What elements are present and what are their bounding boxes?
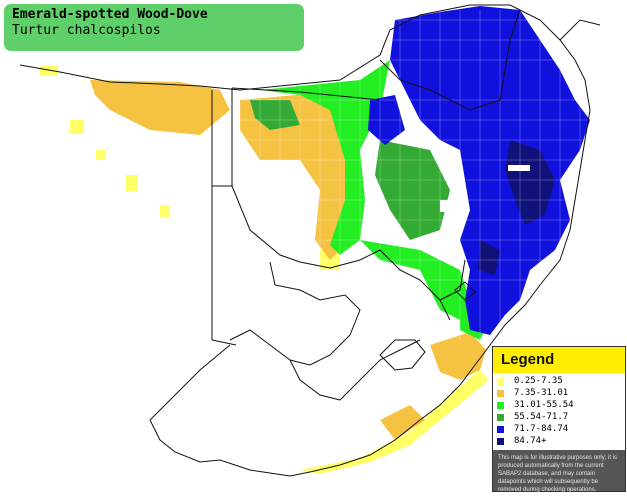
species-scientific-name: Turtur chalcospilos: [12, 23, 161, 38]
legend: Legend 0.25-7.35 7.35-31.01 31.01-55.54 …: [492, 346, 626, 493]
legend-label: 84.74+: [514, 436, 547, 446]
legend-heading: Legend: [493, 347, 625, 373]
legend-items: 0.25-7.35 7.35-31.01 31.01-55.54 55.54-7…: [493, 373, 625, 450]
lesotho-border: [379, 339, 426, 371]
swaziland-border: [454, 281, 476, 301]
range-gaps: [440, 165, 530, 212]
zone-top: [478, 140, 555, 275]
legend-swatch: [497, 390, 504, 397]
legend-label: 0.25-7.35: [514, 376, 563, 386]
country-borders: [19, 4, 601, 477]
legend-swatch: [497, 402, 504, 409]
zone-mid-high: [250, 100, 450, 240]
sa-provinces: [229, 249, 466, 401]
legend-swatch: [497, 438, 504, 445]
legend-item: 7.35-31.01: [497, 388, 625, 399]
zone-mid-low: [90, 80, 486, 440]
sa-west: [149, 344, 291, 477]
legend-disclaimer: This map is for illustrative purposes on…: [498, 455, 618, 493]
grid-lines: [239, 10, 590, 340]
legend-label: 55.54-71.7: [514, 412, 569, 422]
legend-label: 71.7-84.74: [514, 424, 569, 434]
legend-item: 55.54-71.7: [497, 412, 625, 423]
range-zones: [40, 6, 590, 474]
north-borders: [231, 9, 601, 111]
legend-item: 84.74+: [497, 436, 625, 447]
legend-swatch: [497, 378, 504, 385]
legend-item: 71.7-84.74: [497, 424, 625, 435]
legend-label: 31.01-55.54: [514, 400, 574, 410]
legend-swatch: [497, 414, 504, 421]
coastline: [19, 4, 591, 477]
botswana-border: [231, 185, 381, 269]
legend-label: 7.35-31.01: [514, 388, 569, 398]
legend-item: 0.25-7.35: [497, 376, 625, 387]
species-common-name: Emerald-spotted Wood-Dove: [12, 7, 208, 22]
title-box: Emerald-spotted Wood-Dove Turtur chalcos…: [4, 4, 304, 51]
namibia-border: [211, 88, 237, 346]
legend-item: 31.01-55.54: [497, 400, 625, 411]
zone-high: [368, 6, 590, 335]
legend-swatch: [497, 426, 504, 433]
